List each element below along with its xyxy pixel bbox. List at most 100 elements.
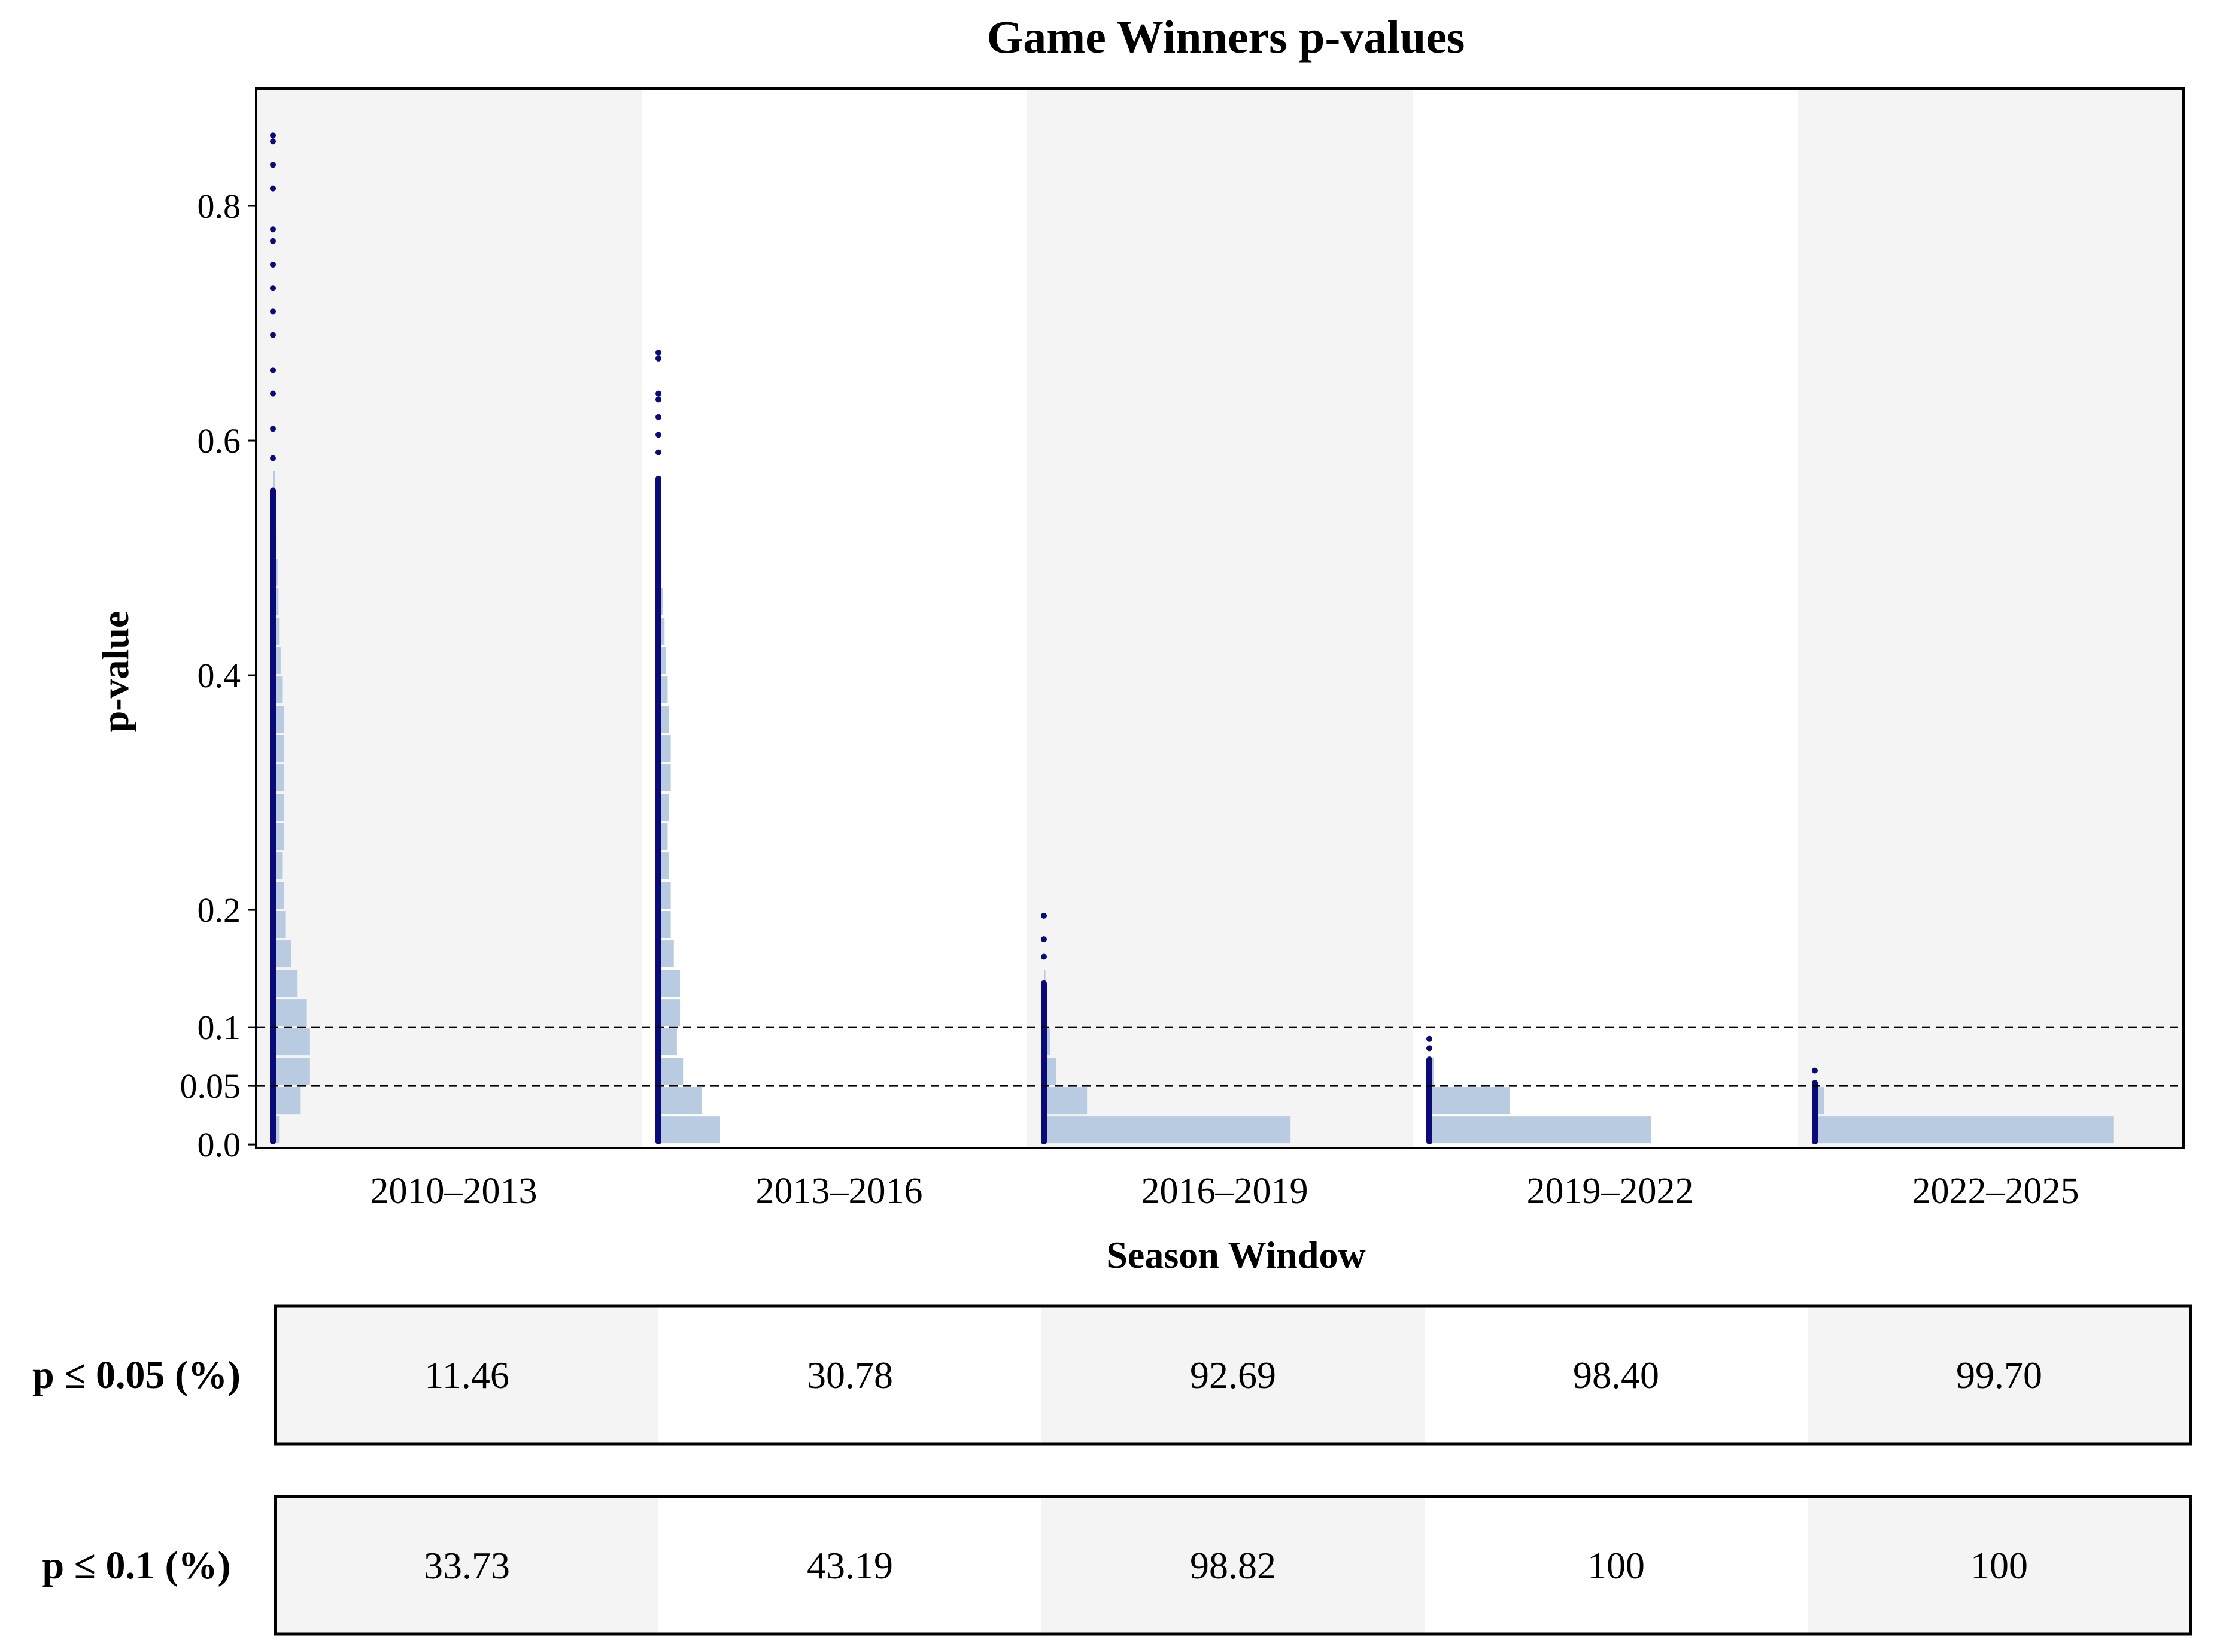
outlier-point-3-1 [1041, 912, 1047, 919]
histogram-bar-2-14 [658, 735, 671, 763]
histogram-bar-1-7 [273, 940, 291, 968]
table-cell-value-1-4: 98.40 [1573, 1354, 1659, 1396]
table-row-frame-2 [274, 1495, 2192, 1636]
y-tick-label-7: 0.8 [198, 187, 241, 226]
table-cell-value-1-5: 99.70 [1956, 1354, 2042, 1396]
outlier-point-2-3 [655, 390, 661, 397]
table-row-frame-1 [274, 1304, 2192, 1445]
outlier-point-5-1 [1812, 1067, 1818, 1074]
x-axis-label: Season Window [1106, 1234, 1365, 1276]
outlier-point-1-2 [270, 138, 276, 145]
histogram-bar-1-23 [273, 471, 275, 499]
histogram-bar-2-13 [658, 764, 671, 792]
x-tick-label-3: 2016–2019 [1141, 1171, 1308, 1211]
table-row-label-1: p ≤ 0.05 (%) [32, 1353, 241, 1397]
histogram-bar-1-2 [273, 1087, 301, 1115]
table-cell-value-2-1: 33.73 [424, 1544, 510, 1587]
outlier-point-1-9 [270, 308, 276, 315]
outlier-point-2-2 [655, 355, 661, 362]
histogram-bar-1-5 [273, 999, 307, 1027]
table-cell-bg-2-4 [1425, 1496, 1808, 1634]
y-tick-label-3: 0.1 [198, 1008, 241, 1047]
outlier-point-1-5 [270, 226, 276, 233]
column-shade-3 [1027, 89, 1413, 1148]
summary-table: 11.46 30.78 92.69 98.40 99.70 p ≤ 0.05 (%) 33.… [32, 1304, 2192, 1636]
histogram-bar-2-5 [658, 999, 681, 1027]
table-row-1: 11.46 30.78 92.69 98.40 99.70 p ≤ 0.05 (%) [32, 1304, 2192, 1445]
column-shading [256, 89, 2184, 1148]
table-cell-bg-1-5 [1808, 1306, 2191, 1444]
histogram-bar-2-18 [658, 618, 665, 645]
column-shade-1 [256, 89, 642, 1148]
table-cell-value-1-3: 92.69 [1190, 1354, 1276, 1396]
table-cell-bg-1-2 [658, 1306, 1041, 1444]
outlier-point-4-1 [1426, 1035, 1432, 1042]
y-tick-label-1: 0.0 [198, 1125, 241, 1164]
histogram-bar-2-6 [658, 970, 681, 997]
table-cell-bg-2-3 [1041, 1496, 1425, 1634]
point-strip-5 [1812, 1080, 1818, 1145]
point-strip-2 [655, 475, 661, 1145]
x-axis: 2010–2013 2013–2016 2016–2019 2019–2022 2022… [371, 1171, 2079, 1211]
histogram-bar-1-3 [273, 1058, 310, 1085]
outlier-point-1-11 [270, 367, 276, 373]
histogram-bar-2-3 [658, 1058, 684, 1085]
x-tick-label-2: 2013–2016 [756, 1171, 923, 1211]
outlier-point-1-3 [270, 162, 276, 168]
histogram-bar-2-9 [658, 882, 671, 909]
histogram-bar-3-1 [1044, 1116, 1291, 1144]
histogram-bar-4-2 [1429, 1087, 1510, 1115]
outlier-point-4-2 [1426, 1045, 1432, 1052]
outlier-point-2-1 [655, 350, 661, 356]
plot-frame [255, 87, 2185, 1149]
outlier-point-1-4 [270, 185, 276, 192]
histogram-bar-1-6 [273, 970, 298, 997]
point-strip-1 [270, 487, 276, 1145]
table-cell-value-2-4: 100 [1587, 1544, 1645, 1587]
outlier-point-1-8 [270, 285, 276, 291]
histogram-bar-2-4 [658, 1028, 677, 1056]
outlier-point-3-2 [1041, 936, 1047, 943]
histogram-bar-1-1 [273, 1116, 280, 1144]
outlier-point-2-5 [655, 414, 661, 420]
outlier-point-1-7 [270, 262, 276, 268]
histogram-bar-2-8 [658, 911, 671, 939]
table-row-label-2: p ≤ 0.1 (%) [42, 1544, 231, 1587]
outlier-point-1-10 [270, 332, 276, 338]
table-cell-value-2-3: 98.82 [1190, 1544, 1276, 1587]
histogram-bar-1-18 [273, 618, 280, 645]
outlier-point-1-6 [270, 238, 276, 244]
histogram-bar-3-2 [1044, 1087, 1088, 1115]
table-cell-value-2-5: 100 [1970, 1544, 2028, 1587]
histogram-bar-1-4 [273, 1028, 310, 1056]
data-points [270, 132, 1818, 1145]
table-cell-bg-1-1 [275, 1306, 658, 1444]
point-strip-3 [1041, 980, 1047, 1145]
histogram-bar-2-1 [658, 1116, 721, 1144]
y-tick-label-4: 0.2 [198, 891, 241, 930]
outlier-point-2-7 [655, 449, 661, 455]
histogram-bar-2-2 [658, 1087, 702, 1115]
outlier-point-1-1 [270, 132, 276, 139]
table-cell-bg-2-2 [658, 1496, 1041, 1634]
table-cell-bg-2-1 [275, 1496, 658, 1634]
histogram-bar-5-1 [1815, 1116, 2114, 1144]
x-tick-label-5: 2022–2025 [1912, 1171, 2079, 1211]
outlier-point-3-3 [1041, 953, 1047, 960]
outlier-point-2-6 [655, 432, 661, 438]
table-cell-value-1-1: 11.46 [424, 1354, 509, 1396]
outlier-point-2-4 [655, 396, 661, 403]
chart-title: Game Winners p-values [987, 11, 1465, 63]
point-strip-4 [1426, 1056, 1432, 1145]
y-tick-label-6: 0.6 [198, 421, 241, 460]
histogram-bar-4-1 [1429, 1116, 1651, 1144]
histogram-bar-3-3 [1044, 1058, 1056, 1085]
table-cell-bg-1-4 [1425, 1306, 1808, 1444]
y-tick-label-5: 0.4 [198, 656, 241, 695]
y-axis: 0.0 0.05 0.1 0.2 0.4 0.6 0.8 [180, 187, 256, 1164]
outlier-point-1-13 [270, 426, 276, 432]
table-cell-value-2-2: 43.19 [807, 1544, 893, 1587]
reference-lines [256, 1026, 2184, 1087]
table-row-2: 33.73 43.19 98.82 100 100 p ≤ 0.1 (%) [42, 1495, 2192, 1636]
histogram-bar-1-8 [273, 911, 286, 939]
